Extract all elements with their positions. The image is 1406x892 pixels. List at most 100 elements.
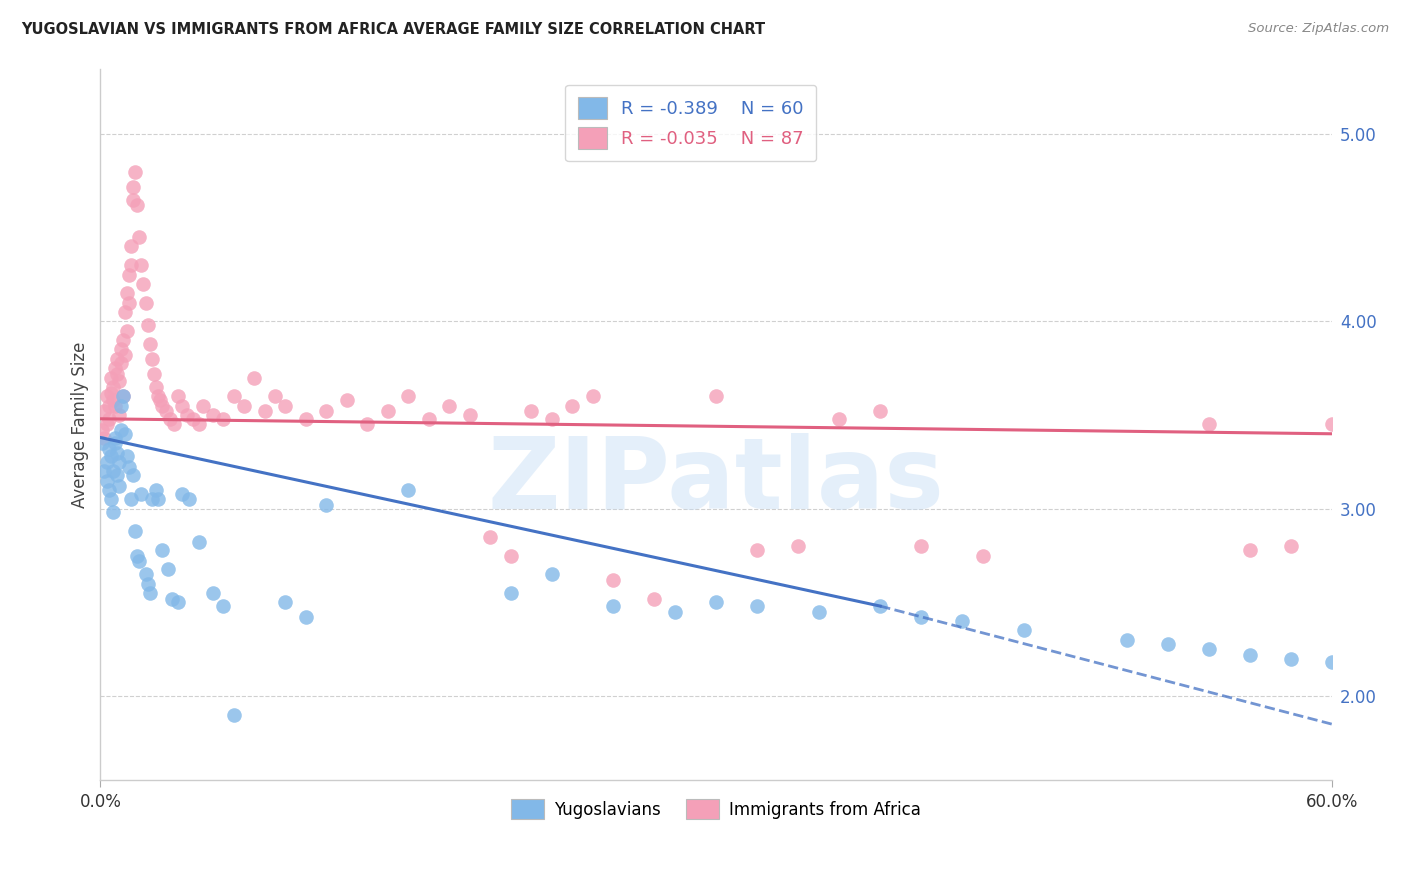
Point (100, 385, 122, 400)
Point (172, 486, 194, 500)
Point (541, 411, 564, 425)
Point (176, 408, 198, 422)
Point (105, 467, 128, 482)
Point (100, 449, 122, 463)
Point (212, 411, 235, 425)
Point (138, 337, 160, 351)
Point (127, 198, 149, 212)
Point (950, 614, 973, 628)
Point (111, 333, 134, 347)
Point (1320, 655, 1343, 669)
Point (120, 492, 142, 507)
Point (643, 591, 665, 606)
Point (181, 411, 204, 425)
Point (159, 411, 181, 425)
Point (118, 268, 141, 282)
Point (105, 367, 128, 381)
Point (222, 707, 245, 722)
Point (150, 399, 173, 413)
Point (124, 164, 146, 178)
Point (294, 610, 316, 624)
Point (104, 361, 127, 376)
Point (499, 549, 522, 563)
Point (745, 542, 768, 557)
Point (177, 492, 200, 507)
Point (202, 408, 225, 422)
Point (93, 430, 115, 444)
Point (120, 258, 142, 272)
Point (122, 179, 145, 194)
Point (1320, 417, 1343, 432)
Point (108, 479, 131, 493)
Point (132, 277, 155, 291)
Point (141, 351, 163, 366)
Point (110, 343, 132, 357)
Point (253, 404, 276, 418)
Point (869, 599, 891, 613)
Point (910, 610, 932, 624)
Point (128, 230, 150, 244)
Point (149, 392, 172, 407)
Point (315, 404, 337, 418)
Point (104, 436, 127, 450)
Point (110, 355, 132, 369)
Point (222, 389, 245, 403)
Point (377, 404, 399, 418)
Point (111, 389, 134, 403)
Point (105, 351, 128, 366)
Point (157, 561, 180, 575)
Point (167, 595, 190, 609)
Point (602, 573, 624, 587)
Point (602, 599, 624, 613)
Point (274, 595, 297, 609)
Point (97, 442, 120, 456)
Point (100, 492, 122, 507)
Point (122, 193, 145, 207)
Point (101, 464, 124, 478)
Point (96, 474, 118, 488)
Point (115, 449, 138, 463)
Point (187, 417, 209, 432)
Point (128, 554, 150, 568)
Point (664, 605, 686, 619)
Point (97, 483, 120, 497)
Point (1239, 648, 1261, 662)
Text: YUGOSLAVIAN VS IMMIGRANTS FROM AFRICA AVERAGE FAMILY SIZE CORRELATION CHART: YUGOSLAVIAN VS IMMIGRANTS FROM AFRICA AV… (21, 22, 765, 37)
Point (136, 576, 159, 591)
Point (136, 318, 159, 333)
Point (263, 389, 285, 403)
Point (1239, 542, 1261, 557)
Point (114, 305, 136, 319)
Point (418, 411, 440, 425)
Point (163, 417, 186, 432)
Point (96, 417, 118, 432)
Point (115, 286, 138, 301)
Point (146, 492, 169, 507)
Point (439, 399, 461, 413)
Point (91, 436, 114, 450)
Point (111, 389, 134, 403)
Point (105, 445, 128, 459)
Point (167, 389, 190, 403)
Point (499, 586, 522, 600)
Point (1198, 642, 1220, 657)
Point (787, 539, 810, 553)
Point (745, 599, 768, 613)
Point (1156, 636, 1178, 650)
Point (134, 295, 156, 310)
Point (146, 389, 169, 403)
Point (141, 492, 163, 507)
Point (479, 530, 502, 544)
Point (396, 389, 419, 403)
Point (582, 389, 605, 403)
Legend: Yugoslavians, Immigrants from Africa: Yugoslavians, Immigrants from Africa (505, 793, 928, 825)
Point (118, 460, 141, 475)
Point (93, 404, 115, 418)
Point (1012, 624, 1035, 638)
Point (93, 464, 115, 478)
Point (138, 586, 160, 600)
Point (127, 549, 149, 563)
Point (101, 380, 124, 394)
Point (458, 408, 481, 422)
Point (101, 505, 124, 519)
